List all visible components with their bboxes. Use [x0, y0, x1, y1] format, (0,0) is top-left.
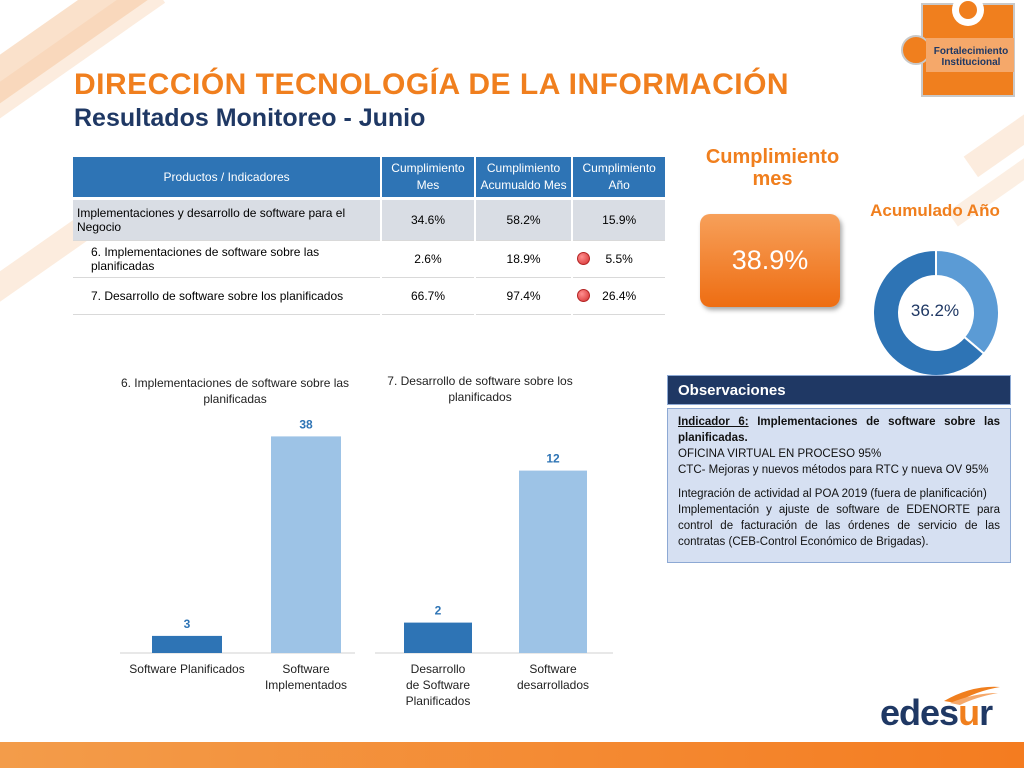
edesur-logo: edesur — [880, 692, 993, 734]
table-row: Implementaciones y desarrollo de softwar… — [73, 197, 665, 241]
category-label: Implementados — [265, 678, 347, 692]
obs-indicator: Indicador 6: Implementaciones de softwar… — [678, 414, 1000, 446]
logo-part: r — [979, 692, 993, 733]
cell-acumulado: 18.9% — [475, 241, 572, 278]
puzzle-logo-icon — [901, 0, 1015, 97]
chart1-title: 6. Implementaciones de software sobre la… — [120, 376, 350, 406]
column-header: Cumplimiento Mes — [382, 157, 474, 197]
obs-indicator-text: Implementaciones de software sobre las p… — [678, 416, 1000, 444]
obs-line: CTC- Mejoras y nuevos métodos para RTC y… — [678, 464, 989, 476]
category-label: Planificados — [406, 694, 471, 708]
chart2-title: 7. Desarrollo de software sobre los plan… — [387, 374, 573, 404]
category-label: Software — [282, 662, 330, 676]
data-label: 12 — [546, 452, 560, 466]
obs-line: Implementación y ajuste de software de E… — [678, 504, 1000, 548]
donut-center-label: 36.2% — [910, 301, 960, 320]
status-red-dot-icon — [577, 252, 591, 265]
acumulado-ano-title: Acumulado Año — [870, 201, 1000, 220]
cell-acumulado: 58.2% — [475, 197, 572, 241]
logo-swoosh-icon — [944, 686, 1000, 705]
bar — [271, 436, 341, 653]
cumplimiento-mes-title: Cumplimiento mes — [705, 146, 840, 190]
bar — [404, 622, 472, 653]
cell-mes: 34.6% — [382, 197, 474, 241]
table-row: 6. Implementaciones de software sobre la… — [73, 241, 665, 278]
badge-label: Fortalecimiento Institucional — [933, 46, 1009, 68]
cell-mes: 66.7% — [382, 278, 474, 315]
status-red-dot-icon — [577, 289, 591, 302]
obs-indicator-prefix: Indicador 6: — [678, 416, 749, 428]
logo-part: edes — [880, 692, 959, 733]
observaciones-body: Indicador 6: Implementaciones de softwar… — [667, 408, 1011, 563]
cell-acumulado: 97.4% — [475, 278, 572, 315]
logo-part-accent: u — [958, 692, 980, 733]
column-header: Productos / Indicadores — [73, 157, 381, 197]
page-title: DIRECCIÓN TECNOLOGÍA DE LA INFORMACIÓN — [74, 68, 790, 101]
cell-ano-value: 26.4% — [602, 289, 637, 303]
category-label: desarrollados — [517, 678, 589, 692]
cell-ano-value: 5.5% — [605, 252, 633, 266]
row-label: 6. Implementaciones de software sobre la… — [73, 241, 381, 278]
column-header: Cumplimiento Acumualdo Mes — [475, 157, 572, 197]
bar — [152, 635, 222, 653]
footer-bar — [0, 742, 1024, 768]
cumplimiento-mes-value: 38.9% — [700, 214, 840, 307]
category-label: Desarrollo — [411, 662, 466, 676]
category-label: Software Planificados — [129, 662, 244, 676]
cell-ano: 26.4% — [573, 278, 665, 315]
cell-ano: 15.9% — [573, 197, 665, 241]
obs-line: Integración de actividad al POA 2019 (fu… — [678, 488, 987, 500]
donut-slice — [935, 249, 1000, 356]
row-label: Implementaciones y desarrollo de softwar… — [73, 197, 381, 241]
column-header: Cumplimiento Año — [573, 157, 665, 197]
data-label: 3 — [184, 617, 191, 631]
row-label: 7. Desarrollo de software sobre los plan… — [73, 278, 381, 315]
obs-line: OFICINA VIRTUAL EN PROCESO 95% — [678, 448, 882, 460]
bar-chart-implementaciones: 3 Software Planificados 38 Software Implemen… — [120, 417, 355, 692]
kpi-table: Productos / Indicadores Cumplimiento Mes… — [71, 157, 667, 315]
cell-mes: 2.6% — [382, 241, 474, 278]
table-header-row: Productos / Indicadores Cumplimiento Mes… — [73, 157, 665, 197]
category-label: Software — [529, 662, 577, 676]
observaciones-header: Observaciones — [667, 375, 1011, 405]
data-label: 38 — [299, 417, 313, 431]
data-label: 2 — [435, 604, 442, 618]
donut-slice — [872, 249, 986, 377]
table-row: 7. Desarrollo de software sobre los plan… — [73, 278, 665, 315]
obs-spacer — [678, 478, 1000, 486]
page-subtitle: Resultados Monitoreo - Junio — [74, 104, 426, 132]
cell-ano: 5.5% — [573, 241, 665, 278]
bar — [519, 470, 587, 653]
bar-chart-desarrollo: 2 Desarrollo de Software Planificados 12 Soft… — [375, 452, 613, 708]
category-label: de Software — [406, 678, 470, 692]
acumulado-ano-donut-chart — [872, 249, 1000, 377]
